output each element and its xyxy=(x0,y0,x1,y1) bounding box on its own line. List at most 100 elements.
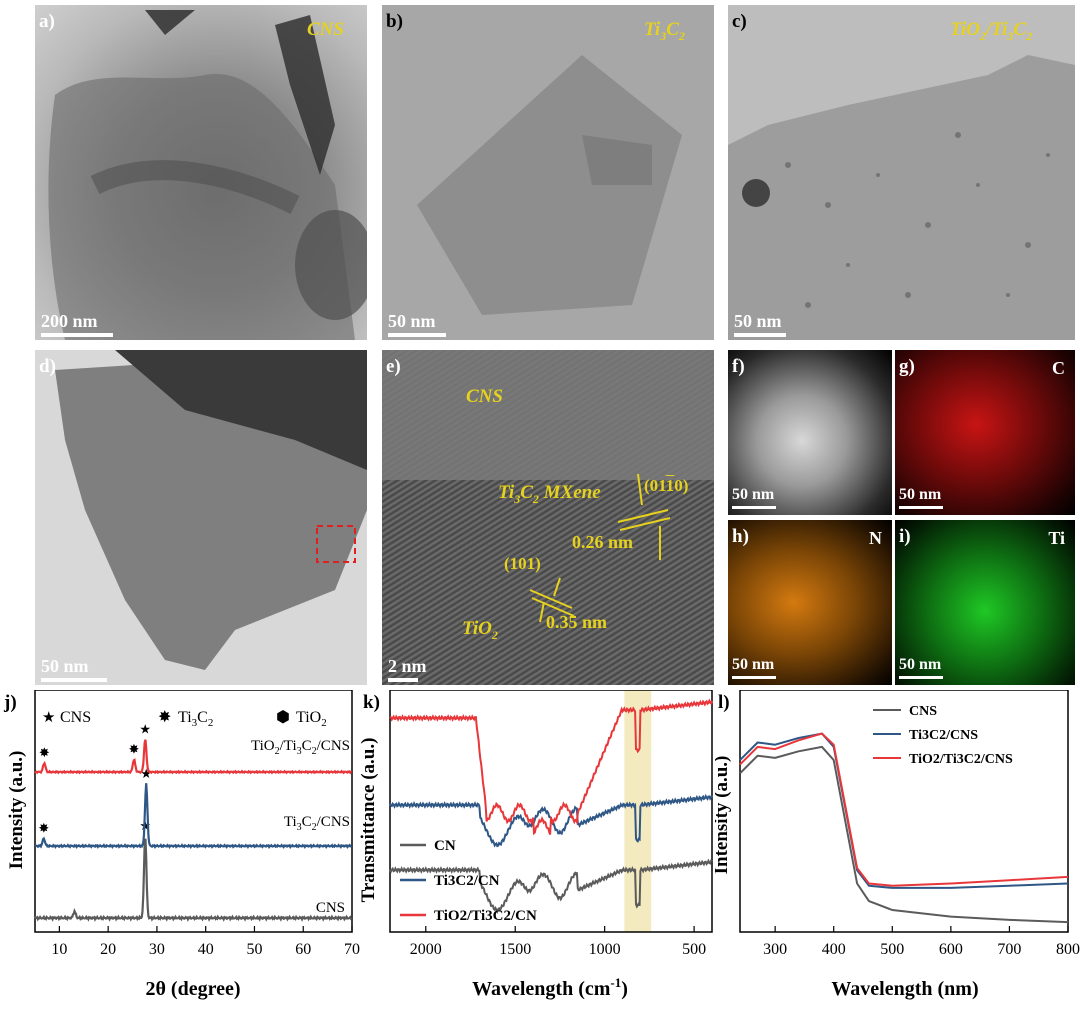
plot-frame xyxy=(34,690,353,933)
plane-label-tio2: (101) xyxy=(504,554,541,573)
series-line xyxy=(389,858,713,914)
curve-label-tio2-ti3c2-cns: TiO2/Ti3C2/CNS xyxy=(251,738,350,757)
scale-bar xyxy=(734,333,786,337)
y-axis-label: Intensity (a.u.) xyxy=(6,751,27,870)
x-tick-label: 300 xyxy=(763,941,787,958)
x-tick-label: 500 xyxy=(880,941,904,958)
scale-bar xyxy=(388,333,446,337)
panel-label: e) xyxy=(386,356,401,377)
selection-box xyxy=(316,525,356,563)
x-tick-label: 500 xyxy=(682,941,706,958)
x-tick-label: 2000 xyxy=(410,941,442,958)
x-tick-label: 50 xyxy=(246,941,262,958)
legend: ★ CNS ✸ Ti3C2 ⬢ TiO2 xyxy=(42,709,327,729)
panel-d-texture xyxy=(55,350,367,670)
x-tick-label: 800 xyxy=(1056,941,1080,958)
x-axis-ticks: 300 400 500 600 700 800 xyxy=(763,926,1080,958)
element-label: Ti xyxy=(1048,528,1065,548)
panel-c-texture xyxy=(728,55,1075,340)
sample-tag: Ti3C2 xyxy=(644,19,685,43)
scale-bar xyxy=(732,506,776,509)
series-line xyxy=(35,783,353,850)
panel-label: j) xyxy=(3,692,17,713)
sample-tag: TiO2/Ti3C2 xyxy=(950,19,1033,43)
plot-frame xyxy=(739,690,1069,933)
cns-region-label: CNS xyxy=(466,386,503,407)
x-axis-label: Wavelength (nm) xyxy=(831,978,978,1000)
scale-bar-label: 50 nm xyxy=(732,486,775,503)
panel-c-tem-image: c) TiO2/Ti3C2 50 nm xyxy=(728,5,1075,340)
peak-marker-icon: ✸ xyxy=(38,821,49,836)
x-tick-label: 1500 xyxy=(499,941,531,958)
scale-bar xyxy=(899,676,943,679)
legend-tio2: TiO2 xyxy=(296,709,327,729)
x-tick-label: 1000 xyxy=(589,941,621,958)
x-tick-label: 70 xyxy=(344,941,360,958)
scale-bar xyxy=(41,678,107,682)
plot-frame xyxy=(389,690,713,933)
tio2-label: TiO2 xyxy=(462,618,498,642)
panel-h-nitrogen-map: h) N 50 nm xyxy=(728,520,892,685)
scale-bar-label: 2 nm xyxy=(388,656,427,676)
scale-bar-label: 50 nm xyxy=(899,656,942,673)
legend-star-icon: ★ xyxy=(42,710,55,726)
legend-tio2-ti3c2-cn: TiO2/Ti3C2/CN xyxy=(434,908,537,924)
x-tick-label: 700 xyxy=(997,941,1021,958)
legend: CN Ti3C2/CN TiO2/Ti3C2/CN xyxy=(400,838,537,924)
scale-bar-label: 50 nm xyxy=(734,311,782,331)
peak-marker-icon: ✸ xyxy=(129,742,140,757)
x-axis-ticks: 2000 1500 1000 500 xyxy=(410,926,706,958)
element-label: N xyxy=(869,528,882,548)
x-tick-label: 60 xyxy=(295,941,311,958)
x-axis-label: 2θ (degree) xyxy=(145,978,240,1000)
legend-asterisk-icon: ✸ xyxy=(158,709,171,726)
series-line xyxy=(739,745,1069,924)
ftir-chart: k) 2000 1500 1000 500 Wavelength (cm-1) Tra… xyxy=(360,690,713,1000)
panel-label: d) xyxy=(39,356,56,377)
scale-bar-label: 50 nm xyxy=(41,656,89,676)
legend-tio2-ti3c2-cns: TiO2/Ti3C2/CNS xyxy=(909,752,1013,767)
series-line xyxy=(34,739,352,775)
uvvis-chart: l) 300 400 500 600 700 800 Wavelength (nm) In… xyxy=(715,690,1080,1000)
panel-a-tem-image: a) CNS 200 nm xyxy=(35,5,367,340)
x-tick-label: 400 xyxy=(822,941,846,958)
scale-bar xyxy=(388,678,418,682)
element-label: C xyxy=(1052,358,1065,378)
x-axis-label: Wavelength (cm-1) xyxy=(472,975,628,1000)
panel-b-tem-image: b) Ti3C2 50 nm xyxy=(382,5,714,340)
panel-e-hrtem-image: e) CNS Ti3C2 MXene (0110) 0.26 nm (101) … xyxy=(382,350,714,685)
x-tick-label: 20 xyxy=(100,941,116,958)
x-tick-label: 600 xyxy=(939,941,963,958)
panel-b-texture xyxy=(417,55,682,315)
scale-bar-label: 50 nm xyxy=(732,656,775,673)
x-tick-label: 30 xyxy=(149,941,165,958)
x-tick-label: 10 xyxy=(51,941,67,958)
panel-label: f) xyxy=(732,356,745,377)
panel-f-haadf-image: f) 50 nm xyxy=(728,350,892,515)
panel-label: a) xyxy=(39,11,55,32)
mxene-label: Ti3C2 MXene xyxy=(498,482,601,506)
panel-label: l) xyxy=(718,692,730,713)
panel-label: c) xyxy=(732,11,747,32)
legend-cn: CN xyxy=(434,838,456,854)
plane-label-mxene: (0110) xyxy=(644,476,689,495)
series-line xyxy=(739,732,1069,889)
y-axis-label: Transmittance (a.u.) xyxy=(360,738,379,903)
legend-ti3c2-cn: Ti3C2/CN xyxy=(434,873,500,889)
scale-bar-label: 50 nm xyxy=(899,486,942,503)
legend-cns: CNS xyxy=(909,704,937,719)
highlight-band xyxy=(624,690,652,932)
scale-bar xyxy=(732,676,776,679)
panel-a-texture xyxy=(48,10,367,340)
scale-bar xyxy=(899,506,943,509)
amorphous-region xyxy=(382,350,714,480)
panel-i-titanium-map: i) Ti 50 nm xyxy=(895,520,1075,685)
y-axis-label: Intensity (a.u.) xyxy=(715,756,732,875)
panel-label: i) xyxy=(899,526,911,547)
peak-marker-icon: ★ xyxy=(140,766,152,781)
scale-bar-label: 200 nm xyxy=(41,311,98,331)
x-axis-ticks: 10 20 30 40 50 60 70 xyxy=(51,926,360,958)
series-line xyxy=(739,732,1069,887)
ftir-curves xyxy=(389,698,713,914)
scale-bar xyxy=(41,333,113,337)
